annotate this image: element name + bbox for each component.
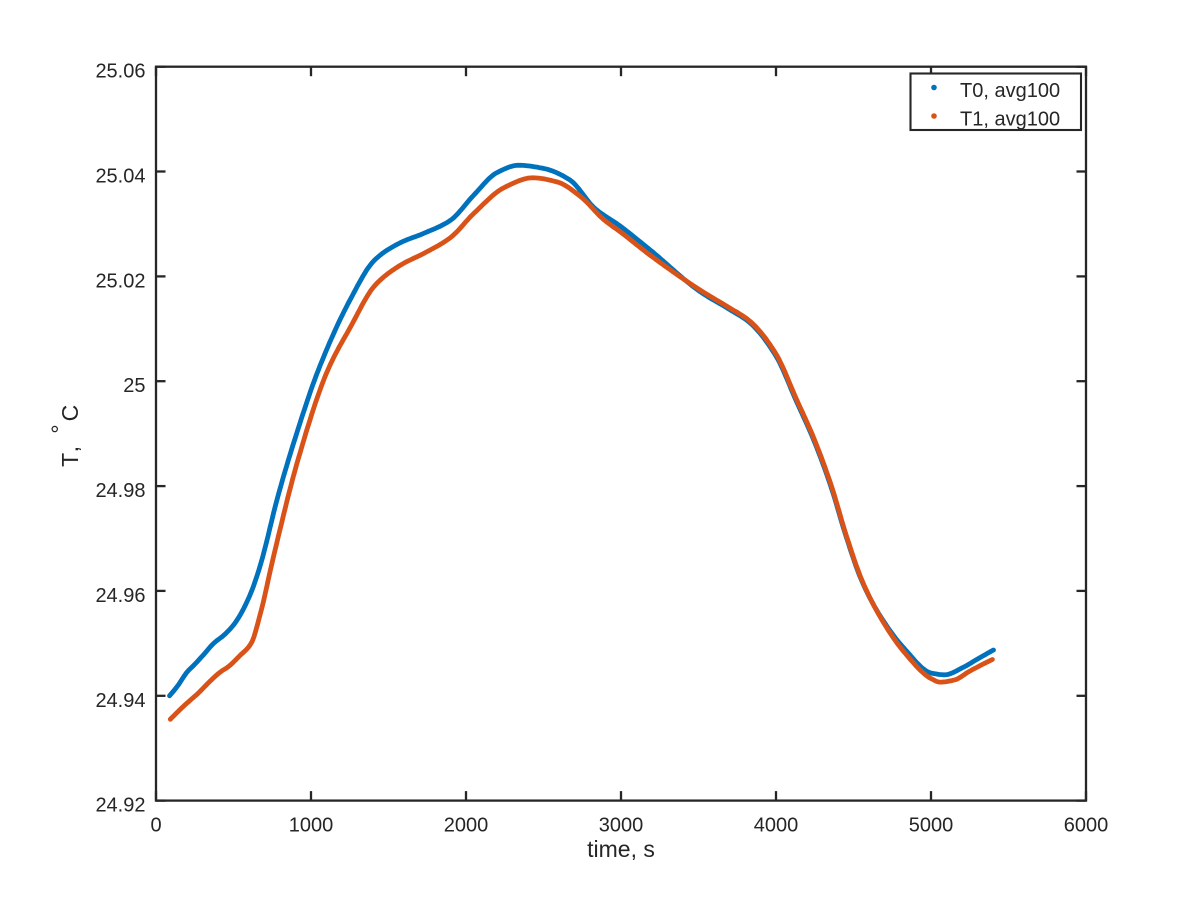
svg-text:24.94: 24.94 [95,690,145,712]
svg-text:5000: 5000 [909,815,954,837]
svg-text:24.92: 24.92 [95,795,145,817]
svg-text:3000: 3000 [599,815,644,837]
svg-text:T0, avg100: T0, avg100 [960,80,1060,102]
svg-text:1000: 1000 [289,815,334,837]
svg-text:T1, avg100: T1, avg100 [960,108,1060,130]
svg-text:25: 25 [123,375,145,397]
svg-text:4000: 4000 [754,815,799,837]
svg-text:25.04: 25.04 [95,166,145,188]
svg-text:2000: 2000 [444,815,489,837]
svg-text:25.06: 25.06 [95,61,145,83]
svg-text:6000: 6000 [1064,815,1109,837]
svg-text:24.98: 24.98 [95,480,145,502]
svg-text:time, s: time, s [587,836,655,862]
svg-text:24.96: 24.96 [95,585,145,607]
svg-text:0: 0 [150,815,161,837]
svg-text:25.02: 25.02 [95,270,145,292]
